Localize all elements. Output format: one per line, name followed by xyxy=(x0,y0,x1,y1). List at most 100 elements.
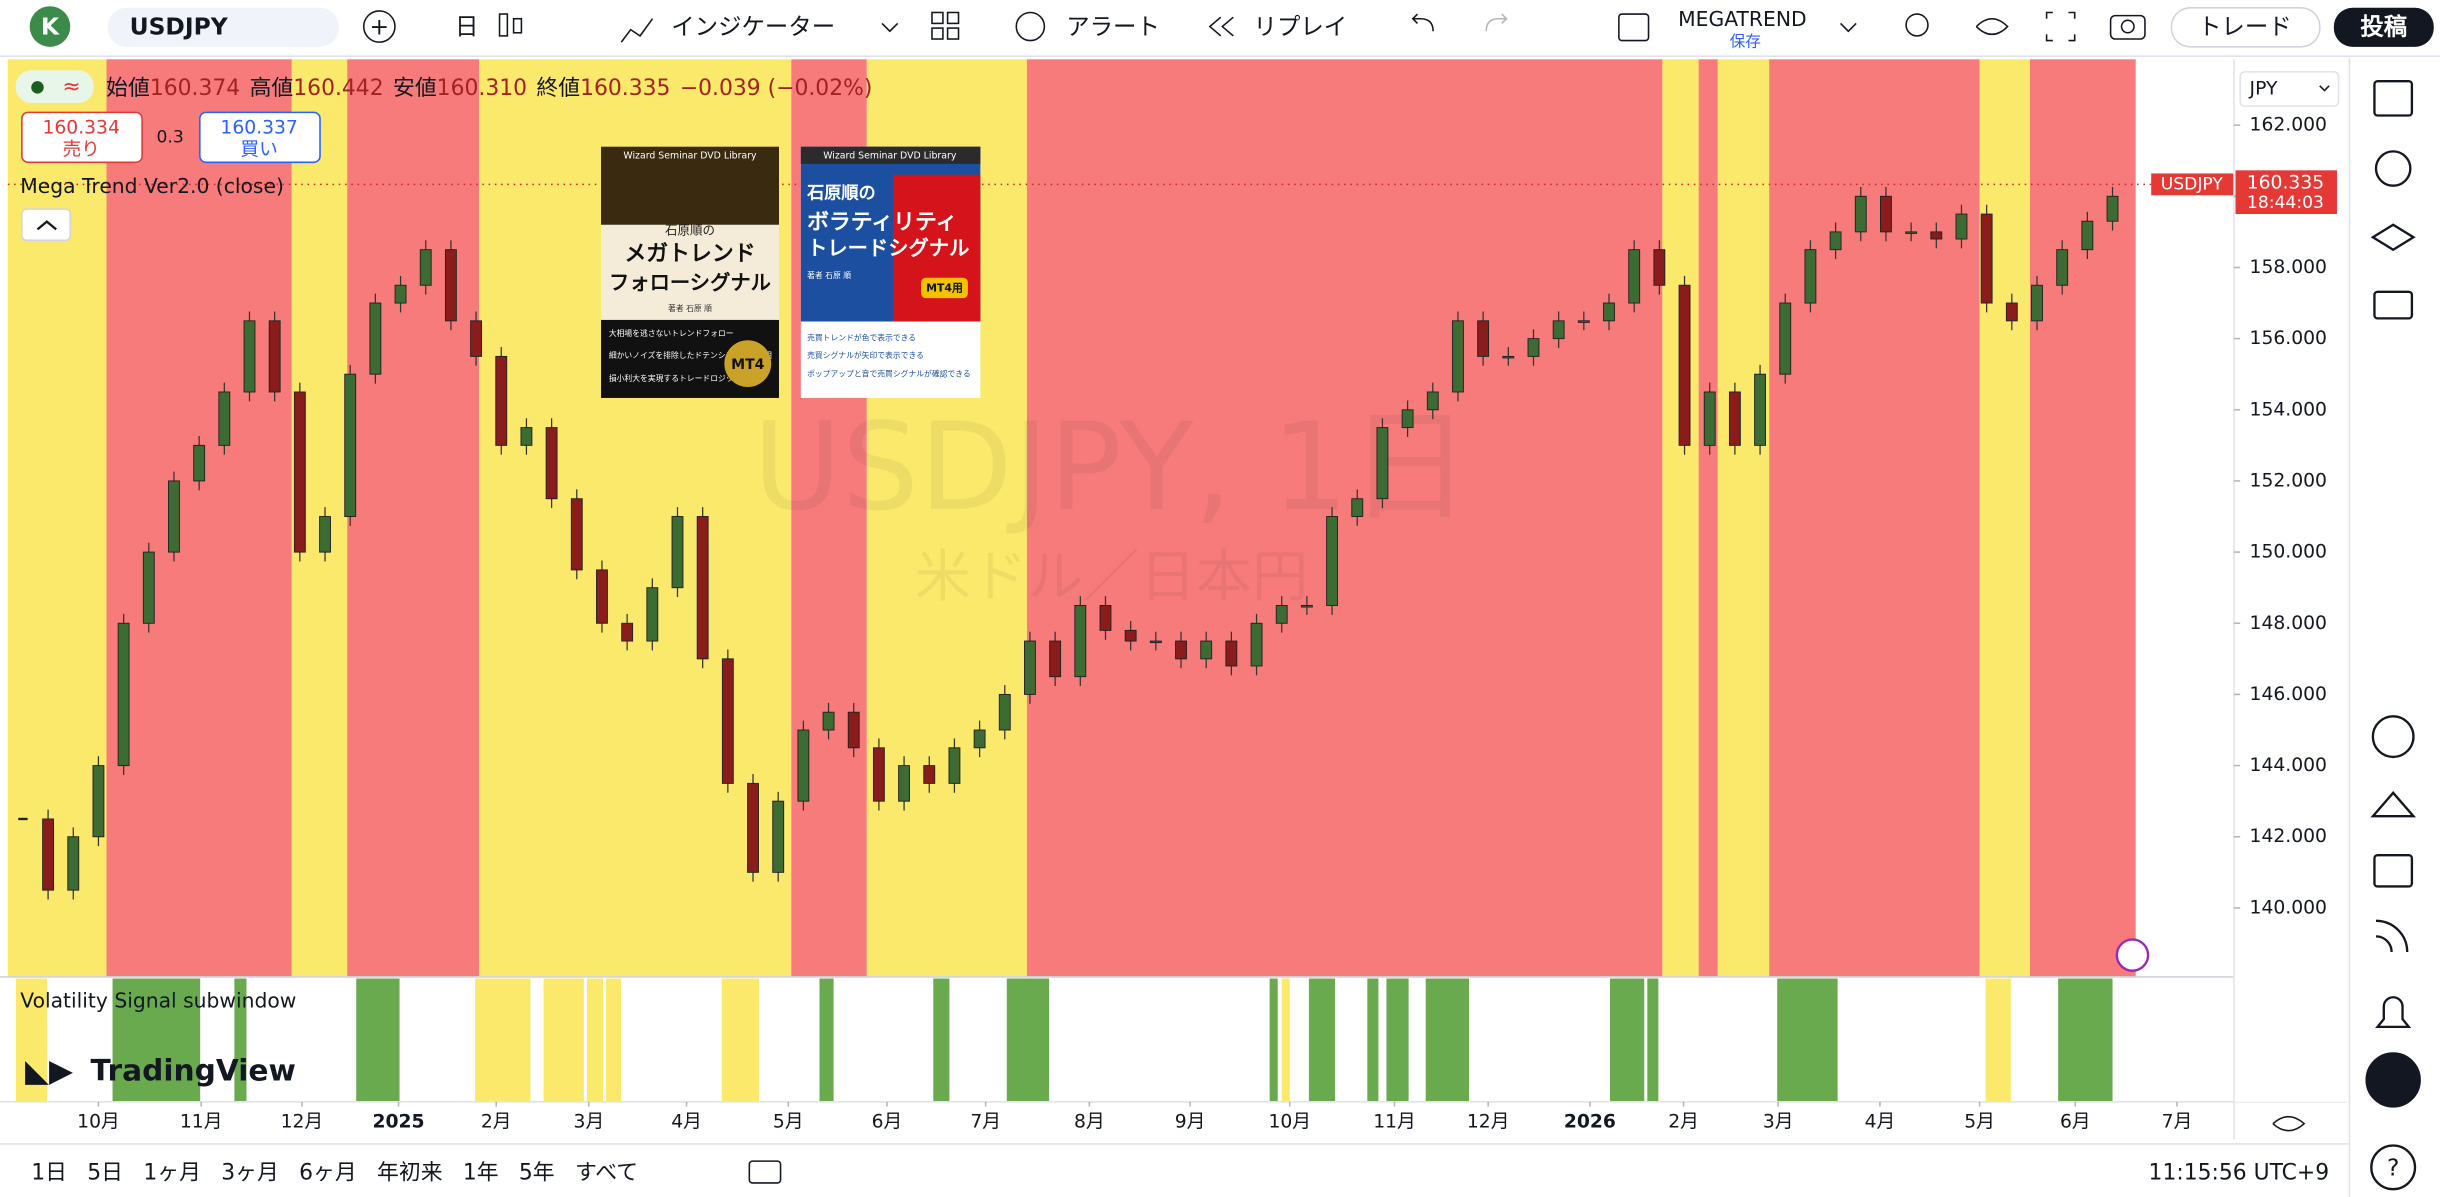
signal-bar xyxy=(587,979,603,1102)
candle xyxy=(395,285,406,303)
candle xyxy=(1125,630,1136,641)
y-tick-label: 156.000 xyxy=(2250,328,2327,349)
candle xyxy=(748,783,759,872)
range-button[interactable]: すべて xyxy=(575,1161,638,1186)
ad-title: メガトレンド xyxy=(624,241,755,266)
legend-pill[interactable] xyxy=(16,70,94,103)
x-tick-label: 11月 xyxy=(1373,1112,1416,1133)
signal-bar xyxy=(722,979,759,1102)
flash-icon[interactable] xyxy=(2117,939,2148,970)
clock[interactable]: 11:15:56 UTC+9 xyxy=(2149,1161,2330,1186)
range-button[interactable]: 1ヶ月 xyxy=(143,1161,201,1186)
alerts[interactable]: アラート xyxy=(1066,13,1160,41)
ad-author-prefix: 石原順の xyxy=(806,184,876,204)
range-button[interactable]: 6ヶ月 xyxy=(299,1161,357,1186)
x-tick-label: 9月 xyxy=(1175,1112,1206,1133)
candle xyxy=(2032,285,2043,321)
range-button[interactable]: 5日 xyxy=(87,1161,123,1186)
signal-bar xyxy=(606,979,621,1102)
candle xyxy=(1201,641,1212,659)
candle xyxy=(622,623,633,641)
range-button[interactable]: 5年 xyxy=(519,1161,555,1186)
candle xyxy=(68,837,79,890)
brand: TradingView xyxy=(91,1053,296,1088)
layout-status: 保存 xyxy=(1730,33,1761,51)
collapse-button[interactable] xyxy=(22,209,70,240)
candle xyxy=(420,250,431,286)
ad-book[interactable]: Wizard Seminar DVD Library 石原順の メガトレンド フ… xyxy=(601,147,779,398)
ad-point: 売買シグナルが矢印で表示できる xyxy=(807,350,924,360)
candle xyxy=(873,748,884,801)
candle xyxy=(2107,196,2118,221)
plus: + xyxy=(370,13,390,41)
candle xyxy=(521,428,532,446)
interval[interactable]: 日 xyxy=(455,13,478,41)
indicator-label[interactable]: Mega Trend Ver2.0 (close) xyxy=(20,174,284,198)
signal-bar xyxy=(2058,979,2112,1102)
spread: 0.3 xyxy=(157,127,184,147)
ad-series: Wizard Seminar DVD Library xyxy=(823,151,957,162)
screen: USDJPY, 1日米ドル／日本円 Volatility Signal subw… xyxy=(0,0,2440,1197)
buy-price: 160.337 xyxy=(220,117,297,138)
candle xyxy=(1679,285,1690,445)
signal-bar xyxy=(819,979,833,1102)
x-tick-label: 4月 xyxy=(1865,1112,1896,1133)
y-tick-label: 144.000 xyxy=(2250,755,2327,776)
ad-point: 損小利大を実現するトレードロジック xyxy=(609,373,742,383)
candle xyxy=(1855,196,1866,232)
candle xyxy=(1729,392,1740,445)
candle xyxy=(899,766,910,802)
replay[interactable]: リプレイ xyxy=(1254,13,1348,41)
candle xyxy=(194,445,205,481)
ad-title: ボラティリティ xyxy=(807,210,957,235)
change: −0.039 (−0.02%) xyxy=(680,76,873,101)
x-tick-label: 12月 xyxy=(1467,1112,1510,1133)
candle xyxy=(1050,641,1061,677)
signal-bar xyxy=(1007,979,1049,1102)
x-tick-label: 7月 xyxy=(2162,1112,2193,1133)
signal-band xyxy=(347,59,479,977)
ad-book[interactable]: Wizard Seminar DVD Library 石原順の ボラティリティ … xyxy=(801,147,981,398)
currency: JPY xyxy=(2249,78,2278,99)
range-button[interactable]: 1日 xyxy=(31,1161,67,1186)
apps-button[interactable] xyxy=(2367,1053,2420,1106)
candle xyxy=(1075,605,1086,676)
candle xyxy=(244,321,255,392)
signal-band xyxy=(1769,59,1979,977)
symbol: USDJPY xyxy=(130,13,229,41)
indicators[interactable]: インジケーター xyxy=(671,13,835,41)
candle xyxy=(1226,641,1237,666)
x-tick-label: 3月 xyxy=(574,1112,605,1133)
range-button[interactable]: 年初来 xyxy=(377,1161,443,1186)
candle xyxy=(1604,303,1615,321)
candle xyxy=(999,694,1010,730)
candle xyxy=(1503,356,1514,358)
status-icon: ≈ xyxy=(62,74,80,99)
brand-icon: ◣▶ xyxy=(25,1053,73,1089)
x-tick-label: 8月 xyxy=(1074,1112,1105,1133)
signal-bar xyxy=(1986,979,2011,1102)
range-button[interactable]: 3ヶ月 xyxy=(221,1161,279,1186)
candle xyxy=(93,766,104,837)
x-tick-label: 2月 xyxy=(481,1112,512,1133)
range-button[interactable]: 1年 xyxy=(463,1161,499,1186)
candle xyxy=(1478,321,1489,357)
x-tick-label: 12月 xyxy=(281,1112,324,1133)
candle xyxy=(1880,196,1891,232)
buy-label: 買い xyxy=(240,139,277,160)
candle xyxy=(1704,392,1715,445)
x-tick-label: 4月 xyxy=(671,1112,702,1133)
symbol-tag-text: USDJPY xyxy=(2161,174,2224,194)
candle xyxy=(118,623,129,765)
candle xyxy=(2006,303,2017,321)
candle xyxy=(1402,410,1413,428)
x-tick-label: 6月 xyxy=(872,1112,903,1133)
x-tick-label: 6月 xyxy=(2060,1112,2091,1133)
layout-name[interactable]: MEGATREND xyxy=(1678,7,1806,31)
price-tag-price: 160.335 xyxy=(2247,172,2324,193)
candle xyxy=(571,499,582,570)
signal-bar xyxy=(1270,979,1278,1102)
candle xyxy=(496,356,507,445)
